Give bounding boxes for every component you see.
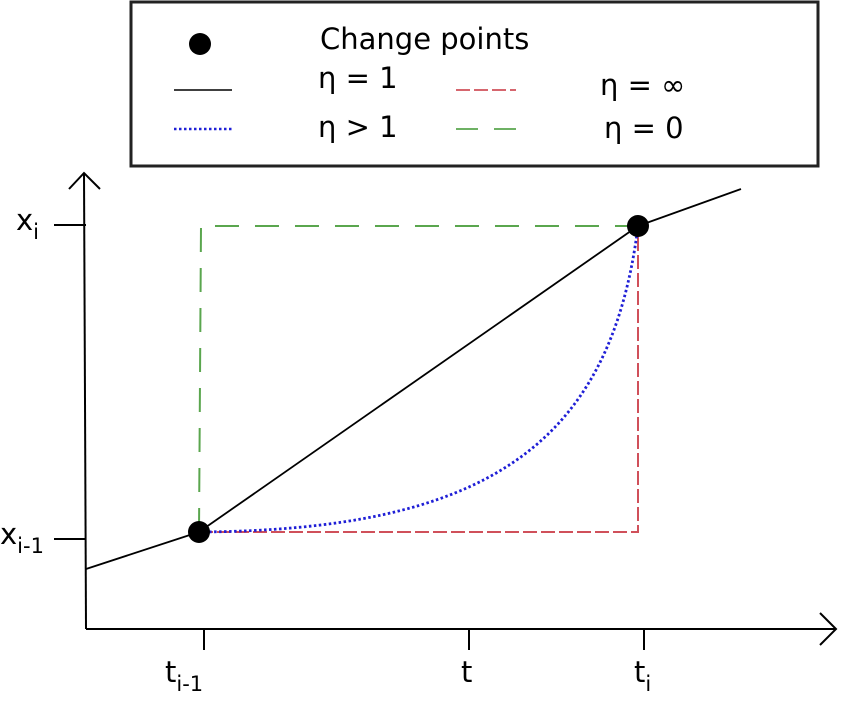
- segment-before-change: [85, 531, 200, 570]
- legend-eta-0-label: η = 0: [604, 111, 684, 145]
- change-point-end: [627, 215, 649, 237]
- legend-change-points-label: Change points: [320, 22, 529, 56]
- y-axis: [83, 172, 87, 630]
- legend-eta-gt-1-label: η > 1: [318, 110, 398, 144]
- axis-labels: xi xi-1 ti-1 t ti: [0, 203, 651, 696]
- curve-eta-gt-1: [198, 225, 640, 534]
- curve-eta-inf: [199, 226, 639, 533]
- legend-frame: [129, 0, 820, 168]
- interpolation-curves: [85, 188, 742, 570]
- change-points: [188, 215, 649, 543]
- x-label-t-i: ti: [634, 655, 651, 696]
- y-label-x-i: xi: [16, 203, 39, 244]
- curve-eta-0: [198, 225, 638, 533]
- y-label-x-i-1: xi-1: [0, 517, 44, 558]
- legend-change-point-marker: [189, 33, 211, 55]
- change-point-start: [188, 521, 210, 543]
- axes: [54, 171, 838, 650]
- legend-eta-1-label: η = 1: [318, 61, 398, 95]
- segment-after-change: [637, 188, 742, 227]
- legend: Change points η = 1 η = ∞ η > 1 η = 0: [129, 0, 820, 168]
- x-axis-arrow-icon: [819, 612, 838, 646]
- legend-eta-inf-label: η = ∞: [600, 68, 685, 102]
- curve-eta-1: [198, 225, 639, 533]
- y-axis-arrow-icon: [68, 171, 101, 190]
- x-label-t: t: [461, 655, 472, 689]
- x-label-t-i-1: ti-1: [165, 655, 203, 696]
